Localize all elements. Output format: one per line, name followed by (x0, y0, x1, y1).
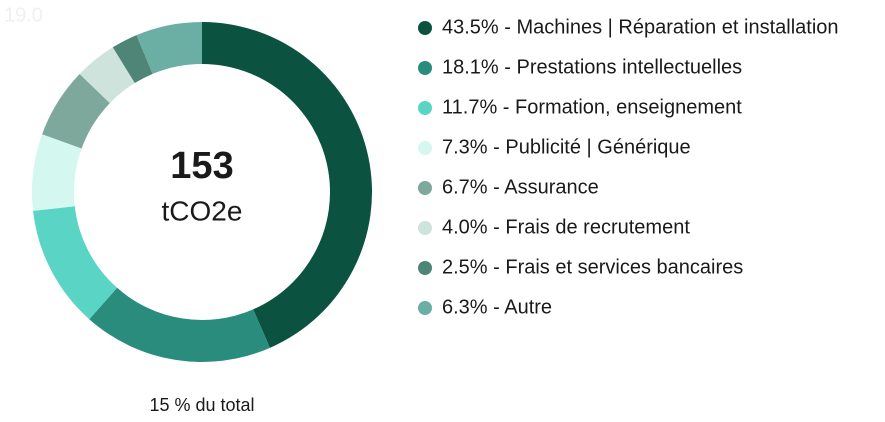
donut-segment (79, 47, 135, 104)
legend-label: 43.5% - Machines | Réparation et install… (442, 16, 839, 38)
center-value: 153 (170, 145, 233, 187)
legend-swatch (418, 141, 432, 155)
annotation: 19.0 (4, 4, 43, 26)
legend-swatch (418, 21, 432, 35)
legend-label: 11.7% - Formation, enseignement (442, 96, 742, 118)
donut-segment (31, 134, 82, 211)
legend-label: 2.5% - Frais et services bancaires (442, 256, 743, 278)
footer: 15 % du total (149, 395, 254, 415)
legend-swatch (418, 261, 432, 275)
legend-label: 6.3% - Autre (442, 296, 552, 318)
donut-segment (42, 73, 110, 149)
donut-segment (202, 22, 372, 348)
center-unit: tCO2e (162, 195, 243, 226)
legend-swatch (418, 221, 432, 235)
legend-swatch (418, 301, 432, 315)
donut-segment (136, 22, 202, 74)
legend-swatch (418, 61, 432, 75)
legend-label: 7.3% - Publicité | Générique (442, 136, 691, 158)
donut-segment (33, 206, 118, 320)
legend-label: 18.1% - Prestations intellectuelles (442, 56, 742, 78)
donut-segment (112, 35, 153, 84)
legend-swatch (418, 181, 432, 195)
donut-segment (89, 287, 270, 362)
legend-swatch (418, 101, 432, 115)
legend-label: 4.0% - Frais de recrutement (442, 216, 690, 238)
legend-label: 6.7% - Assurance (442, 176, 599, 198)
